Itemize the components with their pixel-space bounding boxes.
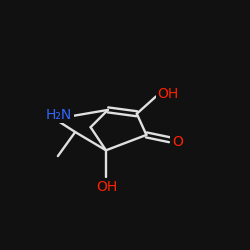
Text: OH: OH	[96, 180, 118, 194]
Text: OH: OH	[157, 88, 178, 102]
Text: O: O	[172, 135, 183, 149]
Text: H₂N: H₂N	[46, 108, 72, 122]
